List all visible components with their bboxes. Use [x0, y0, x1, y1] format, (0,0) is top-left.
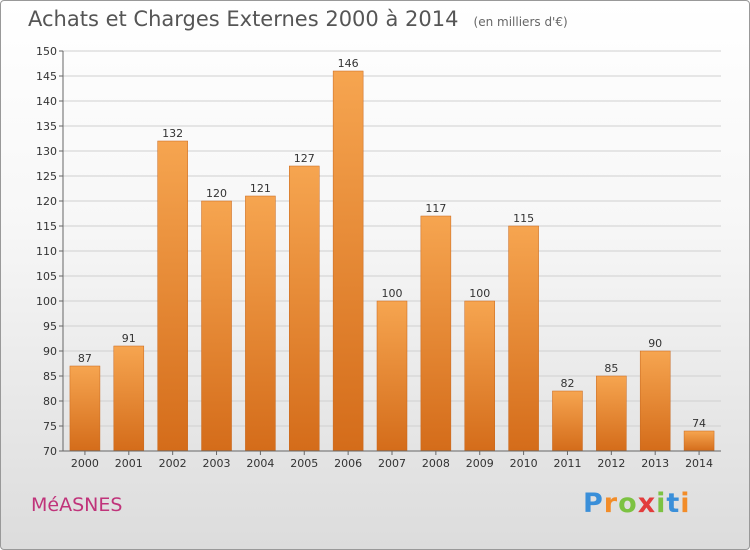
y-tick-label: 140 — [36, 95, 57, 108]
value-label-2012: 85 — [604, 362, 618, 375]
value-label-2008: 117 — [425, 202, 446, 215]
brand-letter: r — [603, 488, 619, 519]
bar-2013 — [639, 350, 671, 452]
y-tick-label: 110 — [36, 245, 57, 258]
x-tick-label-2006: 2006 — [334, 457, 362, 470]
value-label-2001: 91 — [122, 332, 136, 345]
bar-2002 — [157, 140, 188, 452]
y-tick-label: 100 — [36, 295, 57, 308]
value-label-2002: 132 — [162, 127, 183, 140]
bar-2009 — [464, 300, 495, 452]
x-tick-label-2009: 2009 — [466, 457, 494, 470]
y-tick-label: 150 — [36, 45, 57, 58]
value-label-2010: 115 — [513, 212, 534, 225]
bar-2008 — [420, 215, 452, 452]
brand-letter: i — [656, 488, 667, 519]
bar-2001 — [113, 345, 145, 452]
labels: 70 75 80 85 90 95 100 105 110 115 120 125 130 135 140 1… — [36, 45, 713, 470]
bar-2007 — [376, 300, 408, 452]
value-label-2005: 127 — [294, 152, 315, 165]
y-tick-label: 125 — [36, 170, 57, 183]
x-tick-label-2003: 2003 — [203, 457, 231, 470]
y-tick-label: 90 — [43, 345, 57, 358]
x-tick-label-2008: 2008 — [422, 457, 450, 470]
bar-2010 — [508, 225, 539, 452]
value-label-2000: 87 — [78, 352, 92, 365]
brand-letter: o — [618, 488, 638, 519]
title-row: Achats et Charges Externes 2000 à 2014 (… — [28, 7, 568, 31]
chart-title: Achats et Charges Externes 2000 à 2014 — [28, 7, 459, 31]
x-tick-label-2014: 2014 — [685, 457, 713, 470]
x-tick-label-2001: 2001 — [115, 457, 143, 470]
y-tick-label: 75 — [43, 420, 57, 433]
brand-logo: Proxiti — [583, 488, 691, 519]
bar-2000 — [69, 365, 101, 452]
x-tick-label-2004: 2004 — [246, 457, 274, 470]
brand-letter: P — [583, 488, 604, 519]
y-tick-label: 95 — [43, 320, 57, 333]
brand-letter: x — [637, 488, 657, 519]
bar-2011 — [552, 390, 583, 452]
value-label-2007: 100 — [382, 287, 403, 300]
x-tick-label-2012: 2012 — [597, 457, 625, 470]
bar-2004 — [245, 195, 276, 452]
bar-2005 — [289, 165, 320, 452]
y-tick-label: 130 — [36, 145, 57, 158]
commune-name: MéASNES — [31, 494, 123, 516]
value-label-2014: 74 — [692, 417, 706, 430]
x-tick-label-2010: 2010 — [510, 457, 538, 470]
y-tick-label: 80 — [43, 395, 57, 408]
bar-2014 — [683, 430, 715, 452]
y-tick-label: 85 — [43, 370, 57, 383]
value-label-2006: 146 — [338, 57, 359, 70]
bars — [69, 70, 715, 452]
value-label-2013: 90 — [648, 337, 662, 350]
bar-2003 — [201, 200, 232, 452]
y-tick-label: 70 — [43, 445, 57, 458]
y-tick-label: 120 — [36, 195, 57, 208]
brand-letter: i — [680, 488, 691, 519]
x-tick-label-2007: 2007 — [378, 457, 406, 470]
axes — [59, 50, 721, 455]
value-label-2009: 100 — [469, 287, 490, 300]
x-tick-label-2013: 2013 — [641, 457, 669, 470]
bar-2006 — [332, 70, 364, 452]
brand-letter: t — [666, 488, 681, 519]
value-label-2003: 120 — [206, 187, 227, 200]
y-tick-label: 105 — [36, 270, 57, 283]
chart-unit-note: (en milliers d'€) — [473, 15, 568, 29]
value-label-2004: 121 — [250, 182, 271, 195]
value-label-2011: 82 — [560, 377, 574, 390]
y-tick-label: 135 — [36, 120, 57, 133]
x-tick-label-2011: 2011 — [553, 457, 581, 470]
y-tick-label: 115 — [36, 220, 57, 233]
y-tick-label: 145 — [36, 70, 57, 83]
x-tick-label-2005: 2005 — [290, 457, 318, 470]
x-tick-label-2002: 2002 — [159, 457, 187, 470]
bar-2012 — [596, 375, 627, 452]
x-tick-label-2000: 2000 — [71, 457, 99, 470]
